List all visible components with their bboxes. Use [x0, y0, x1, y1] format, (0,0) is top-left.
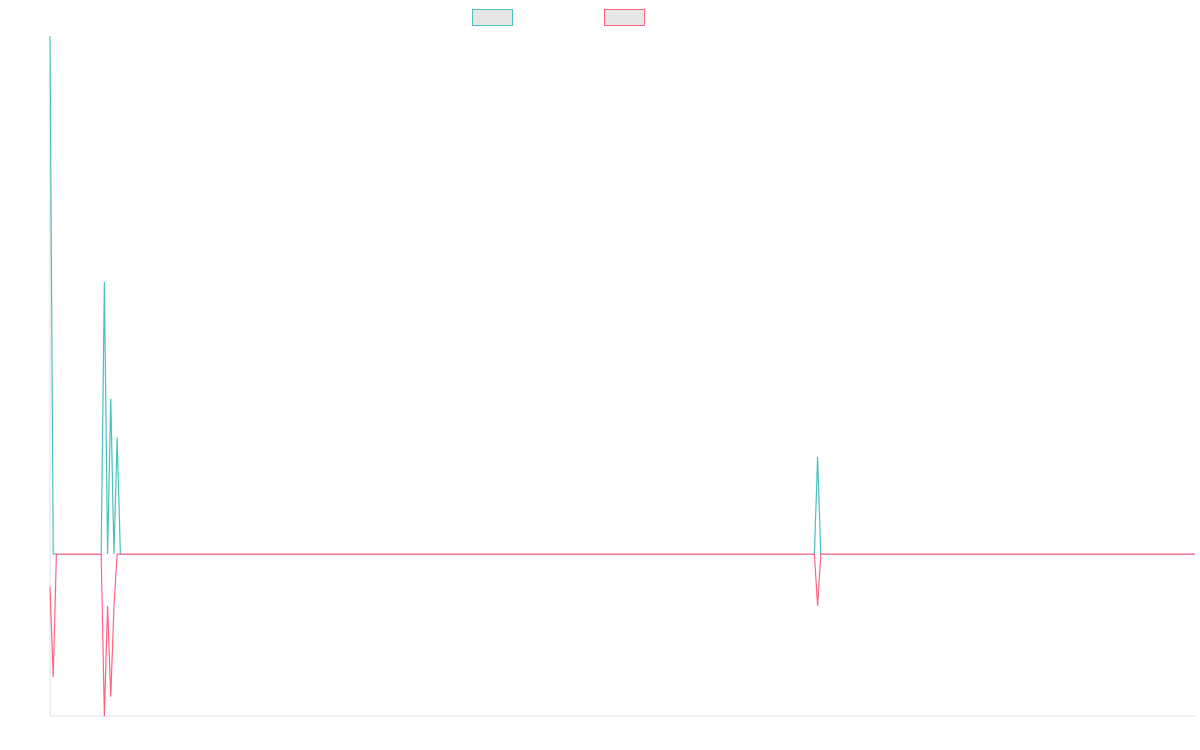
legend-item-2[interactable]	[604, 9, 645, 26]
legend-swatch-2	[604, 9, 645, 26]
legend-swatch-1	[472, 9, 513, 26]
series-layer	[49, 35, 1195, 717]
legend	[472, 9, 645, 26]
series-line-1	[49, 35, 1195, 555]
axes	[49, 36, 1195, 717]
legend-item-1[interactable]	[472, 9, 513, 26]
series-line-2	[49, 553, 1195, 717]
series-2	[49, 553, 1195, 717]
series-1	[49, 35, 1195, 555]
